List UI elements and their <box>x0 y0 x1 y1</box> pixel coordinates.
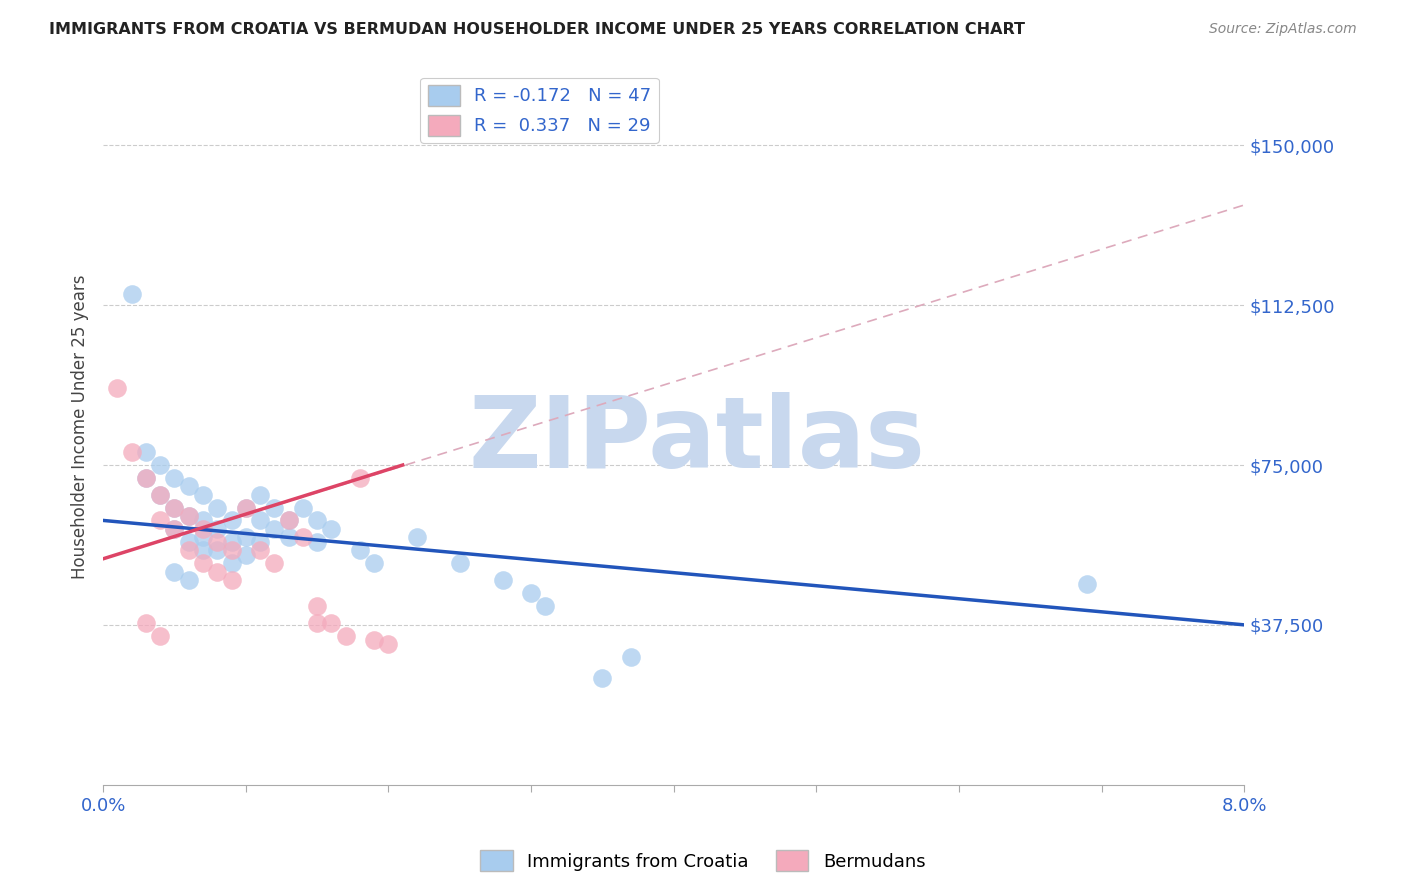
Point <box>135 445 157 459</box>
Point <box>207 522 229 536</box>
Point <box>221 556 243 570</box>
Point <box>191 488 214 502</box>
Point <box>163 471 186 485</box>
Point <box>249 513 271 527</box>
Point <box>191 531 214 545</box>
Point <box>263 556 285 570</box>
Legend: Immigrants from Croatia, Bermudans: Immigrants from Croatia, Bermudans <box>474 843 932 879</box>
Point <box>221 534 243 549</box>
Point <box>291 500 314 515</box>
Point <box>163 522 186 536</box>
Point <box>149 513 172 527</box>
Point <box>177 509 200 524</box>
Point <box>207 534 229 549</box>
Point <box>191 513 214 527</box>
Point <box>520 586 543 600</box>
Point <box>363 632 385 647</box>
Point <box>235 500 257 515</box>
Point <box>121 287 143 301</box>
Point <box>163 565 186 579</box>
Point <box>207 500 229 515</box>
Point <box>263 500 285 515</box>
Point <box>491 573 513 587</box>
Point <box>377 637 399 651</box>
Point <box>235 531 257 545</box>
Point <box>177 534 200 549</box>
Point <box>149 488 172 502</box>
Point <box>307 615 329 630</box>
Point <box>207 565 229 579</box>
Point <box>135 471 157 485</box>
Point <box>335 628 357 642</box>
Point <box>191 556 214 570</box>
Point <box>149 458 172 472</box>
Point <box>177 479 200 493</box>
Point <box>249 488 271 502</box>
Text: ZIPatlas: ZIPatlas <box>468 392 925 490</box>
Point <box>163 500 186 515</box>
Point <box>291 531 314 545</box>
Point <box>277 531 299 545</box>
Point <box>620 649 643 664</box>
Point <box>163 500 186 515</box>
Point <box>321 522 343 536</box>
Point <box>149 488 172 502</box>
Point <box>534 599 557 613</box>
Point <box>449 556 471 570</box>
Text: Source: ZipAtlas.com: Source: ZipAtlas.com <box>1209 22 1357 37</box>
Point <box>1076 577 1098 591</box>
Point <box>221 513 243 527</box>
Point <box>249 534 271 549</box>
Point <box>135 615 157 630</box>
Point <box>191 543 214 558</box>
Point <box>349 543 371 558</box>
Point <box>235 500 257 515</box>
Point <box>177 573 200 587</box>
Point <box>121 445 143 459</box>
Point <box>349 471 371 485</box>
Point <box>307 534 329 549</box>
Point <box>177 509 200 524</box>
Point <box>591 671 613 685</box>
Point <box>207 543 229 558</box>
Point <box>105 381 128 395</box>
Legend: R = -0.172   N = 47, R =  0.337   N = 29: R = -0.172 N = 47, R = 0.337 N = 29 <box>420 78 659 143</box>
Point <box>235 548 257 562</box>
Point <box>277 513 299 527</box>
Point <box>263 522 285 536</box>
Point <box>363 556 385 570</box>
Point <box>149 628 172 642</box>
Point <box>307 599 329 613</box>
Point <box>135 471 157 485</box>
Text: IMMIGRANTS FROM CROATIA VS BERMUDAN HOUSEHOLDER INCOME UNDER 25 YEARS CORRELATIO: IMMIGRANTS FROM CROATIA VS BERMUDAN HOUS… <box>49 22 1025 37</box>
Point <box>307 513 329 527</box>
Y-axis label: Householder Income Under 25 years: Householder Income Under 25 years <box>72 275 89 579</box>
Point <box>321 615 343 630</box>
Point <box>221 543 243 558</box>
Point <box>163 522 186 536</box>
Point <box>406 531 429 545</box>
Point <box>277 513 299 527</box>
Point <box>221 573 243 587</box>
Point <box>249 543 271 558</box>
Point <box>177 543 200 558</box>
Point <box>191 522 214 536</box>
